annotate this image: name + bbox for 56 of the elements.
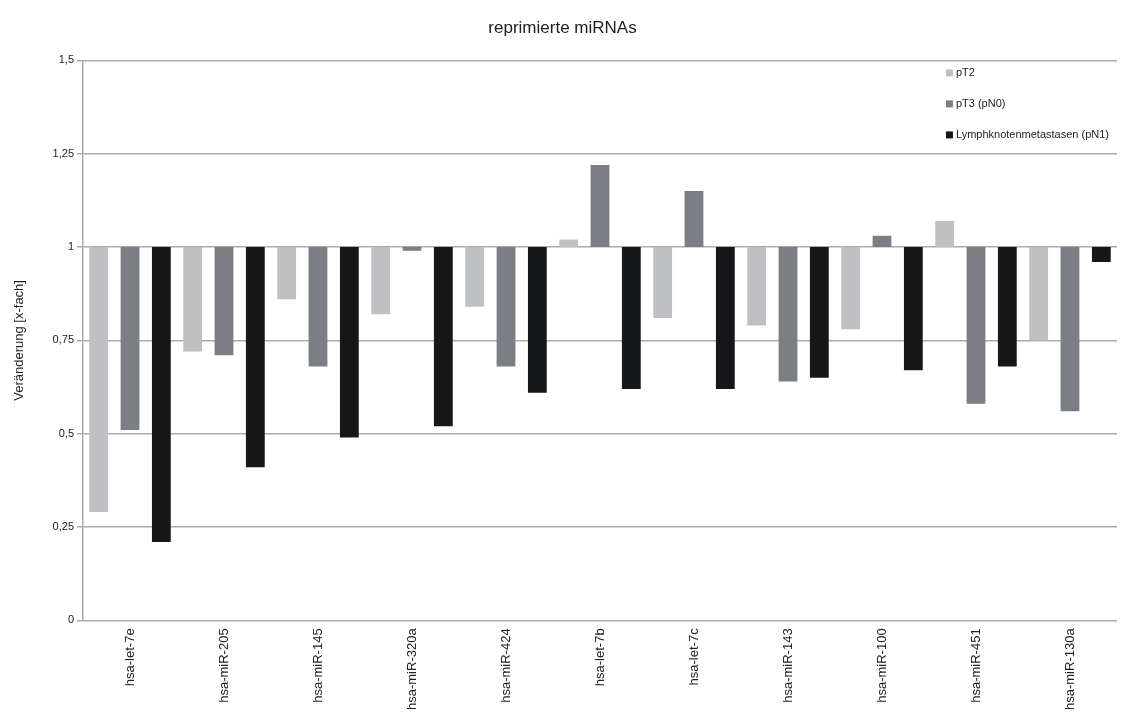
bar (277, 247, 297, 300)
y-axis-title: Veränderung [x-fach] (11, 280, 27, 401)
bar (621, 247, 641, 389)
x-tick-label: hsa-miR-424 (497, 628, 513, 703)
bar (935, 220, 955, 248)
bar (715, 247, 735, 389)
bar (872, 235, 892, 248)
x-tick-label: hsa-miR-320a (403, 627, 419, 711)
x-tick-label: hsa-miR-145 (309, 628, 325, 703)
bar (747, 247, 767, 326)
y-tick-label: 0,5 (58, 426, 75, 439)
bar (1029, 247, 1049, 341)
bar (465, 247, 485, 307)
x-tick-label: hsa-let-7c (685, 627, 701, 686)
bar (778, 247, 798, 382)
bar (903, 247, 923, 371)
bar (183, 247, 203, 352)
bar (120, 247, 140, 430)
chart-title: reprimierte miRNAs (488, 17, 637, 37)
bar (527, 247, 547, 393)
bar (214, 247, 234, 356)
bar (590, 164, 610, 248)
bar (339, 247, 359, 438)
bar (966, 247, 986, 404)
bar (402, 247, 422, 251)
bar (1060, 247, 1080, 412)
y-tick-label: 0,25 (52, 520, 75, 533)
bar (371, 247, 391, 315)
bar (997, 247, 1017, 367)
y-tick-label: 0 (67, 613, 75, 626)
legend-label: pT3 (pN0) (955, 97, 1006, 110)
y-tick-label: 1,5 (58, 53, 75, 66)
bar (245, 247, 265, 468)
x-tick-label: hsa-miR-205 (215, 628, 231, 703)
bar (1091, 247, 1111, 262)
bar (841, 247, 861, 330)
x-tick-label: hsa-let-7b (591, 628, 607, 687)
bar (496, 247, 516, 367)
legend-label: pT2 (955, 66, 975, 79)
bar (684, 191, 704, 248)
bar (151, 247, 171, 542)
x-tick-label: hsa-miR-451 (967, 628, 983, 703)
bar (653, 247, 673, 318)
y-tick-label: 0,75 (52, 333, 75, 346)
bar (308, 247, 328, 367)
bar (559, 239, 579, 248)
x-tick-label: hsa-miR-143 (779, 628, 795, 703)
x-tick-label: hsa-miR-130a (1061, 627, 1077, 711)
y-tick-label: 1,25 (52, 146, 75, 159)
x-tick-label: hsa-let-7e (121, 628, 137, 687)
bar (433, 247, 453, 427)
x-tick-label: hsa-miR-100 (873, 628, 889, 703)
y-tick-label: 1 (67, 240, 75, 253)
bar (809, 247, 829, 378)
bar (89, 247, 109, 513)
legend-label: Lymphknotenmetastasen (pN1) (955, 128, 1109, 141)
